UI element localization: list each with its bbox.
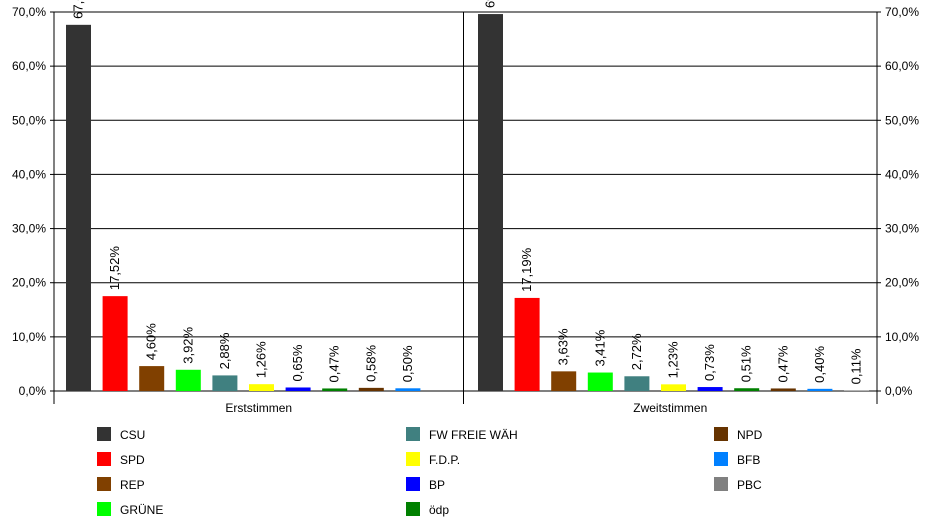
y-tick-label-left: 20,0% — [12, 276, 46, 290]
legend-item-grüne: GRÜNE — [97, 502, 163, 517]
legend: CSU SPD REP GRÜNE FW FREIE WÄH F.D.P. BP ödp NPD… — [97, 427, 763, 517]
legend-label: CSU — [120, 428, 145, 442]
y-tick-label-left: 10,0% — [12, 330, 46, 344]
data-label-rep-erststimmen: 4,60% — [144, 323, 159, 360]
bar-bp-zweitstimmen — [697, 387, 723, 391]
bar-bfb-erststimmen — [395, 388, 421, 391]
bar-ödp-zweitstimmen — [734, 388, 760, 391]
data-label-npd-erststimmen: 0,58% — [363, 345, 378, 382]
data-label-spd-erststimmen: 17,52% — [107, 246, 122, 291]
bars — [66, 14, 869, 392]
y-tick-label-left: 30,0% — [12, 222, 46, 236]
data-label-rep-zweitstimmen: 3,63% — [556, 328, 571, 365]
bar-bp-erststimmen — [285, 387, 311, 391]
axes: 0,0% 0,0% 10,0% 10,0% 20,0% 20,0% 30,0% 30,0% 40… — [12, 5, 919, 415]
data-label-ödp-zweitstimmen: 0,51% — [739, 345, 754, 382]
bar-csu-erststimmen — [66, 24, 91, 392]
bar-pbc-zweitstimmen — [844, 390, 869, 391]
bar-spd-erststimmen — [102, 296, 128, 391]
bar-fw-freie-wäh-zweitstimmen — [624, 376, 650, 391]
data-label-grüne-erststimmen: 3,92% — [180, 326, 195, 363]
legend-swatch — [97, 427, 111, 441]
legend-label: ödp — [429, 503, 449, 517]
y-tick-label-left: 60,0% — [12, 59, 46, 73]
legend-label: F.D.P. — [429, 453, 460, 467]
legend-item-npd: NPD — [714, 427, 763, 442]
legend-swatch — [406, 477, 420, 491]
legend-swatch — [97, 502, 111, 516]
legend-item-fw-freie-wäh: FW FREIE WÄH — [406, 427, 518, 442]
legend-swatch — [406, 452, 420, 466]
y-tick-label-left: 50,0% — [12, 113, 46, 127]
legend-label: FW FREIE WÄH — [429, 428, 518, 442]
grid-lines — [54, 11, 877, 392]
y-tick-label-right: 40,0% — [885, 167, 919, 181]
y-tick-label-right: 70,0% — [885, 5, 919, 19]
data-label-ödp-erststimmen: 0,47% — [327, 345, 342, 382]
data-label-spd-zweitstimmen: 17,19% — [519, 247, 534, 292]
legend-label: BFB — [737, 453, 760, 467]
legend-item-spd: SPD — [97, 452, 145, 467]
legend-swatch — [406, 502, 420, 516]
data-label-bfb-erststimmen: 0,50% — [400, 345, 415, 382]
y-tick-label-right: 50,0% — [885, 113, 919, 127]
bar-rep-zweitstimmen — [551, 371, 577, 391]
y-tick-label-left: 70,0% — [12, 5, 46, 19]
y-tick-label-right: 60,0% — [885, 59, 919, 73]
legend-label: NPD — [737, 428, 763, 442]
category-label-erststimmen: Erststimmen — [225, 401, 292, 415]
data-label-bfb-zweitstimmen: 0,40% — [812, 346, 827, 383]
data-label-fw-freie-wäh-zweitstimmen: 2,72% — [629, 333, 644, 370]
legend-swatch — [714, 477, 728, 491]
legend-item-bp: BP — [406, 477, 445, 492]
legend-item-csu: CSU — [97, 427, 145, 442]
data-label-csu-zweitstimmen: 69,62% — [483, 0, 498, 8]
data-label-grüne-zweitstimmen: 3,41% — [592, 329, 607, 366]
data-label-fw-freie-wäh-erststimmen: 2,88% — [217, 332, 232, 369]
legend-label: BP — [429, 478, 445, 492]
data-labels: 67,63% 17,52% 4,60% 3,92% 2,88% 1,26% 0,65% 0,4… — [71, 0, 864, 384]
bar-grüne-erststimmen — [175, 369, 201, 391]
y-tick-label-right: 30,0% — [885, 222, 919, 236]
data-label-csu-erststimmen: 67,63% — [71, 0, 86, 19]
legend-label: SPD — [120, 453, 145, 467]
legend-item-ödp: ödp — [406, 502, 449, 517]
bar-fw-freie-wäh-erststimmen — [212, 375, 238, 391]
bar-bfb-zweitstimmen — [807, 388, 833, 391]
legend-label: GRÜNE — [120, 503, 163, 517]
y-tick-label-left: 0,0% — [19, 384, 47, 398]
y-tick-label-right: 0,0% — [885, 384, 913, 398]
data-label-bp-erststimmen: 0,65% — [290, 344, 305, 381]
bar-spd-zweitstimmen — [514, 297, 540, 391]
legend-swatch — [97, 477, 111, 491]
bar-grüne-zweitstimmen — [587, 372, 613, 391]
legend-swatch — [406, 427, 420, 441]
legend-label: REP — [120, 478, 145, 492]
y-tick-label-right: 10,0% — [885, 330, 919, 344]
legend-item-pbc: PBC — [714, 477, 762, 492]
legend-item-rep: REP — [97, 477, 145, 492]
bar-csu-zweitstimmen — [478, 14, 503, 391]
data-label-pbc-zweitstimmen: 0,11% — [849, 348, 864, 384]
legend-swatch — [714, 427, 728, 441]
data-label-f-d-p-zweitstimmen: 1,23% — [666, 341, 681, 378]
y-tick-label-left: 40,0% — [12, 167, 46, 181]
legend-swatch — [97, 452, 111, 466]
data-label-bp-zweitstimmen: 0,73% — [702, 344, 717, 381]
bar-f-d-p-zweitstimmen — [661, 384, 686, 391]
bar-npd-erststimmen — [358, 387, 384, 391]
bar-npd-zweitstimmen — [770, 388, 796, 391]
bar-rep-erststimmen — [139, 366, 165, 391]
legend-item-f-d-p: F.D.P. — [406, 452, 460, 467]
data-label-npd-zweitstimmen: 0,47% — [775, 345, 790, 382]
legend-swatch — [714, 452, 728, 466]
legend-label: PBC — [737, 478, 762, 492]
bar-ödp-erststimmen — [322, 388, 348, 391]
category-label-zweitstimmen: Zweitstimmen — [633, 401, 707, 415]
y-tick-label-right: 20,0% — [885, 276, 919, 290]
legend-item-bfb: BFB — [714, 452, 760, 467]
bar-f-d-p-erststimmen — [249, 384, 274, 391]
data-label-f-d-p-erststimmen: 1,26% — [254, 341, 269, 378]
